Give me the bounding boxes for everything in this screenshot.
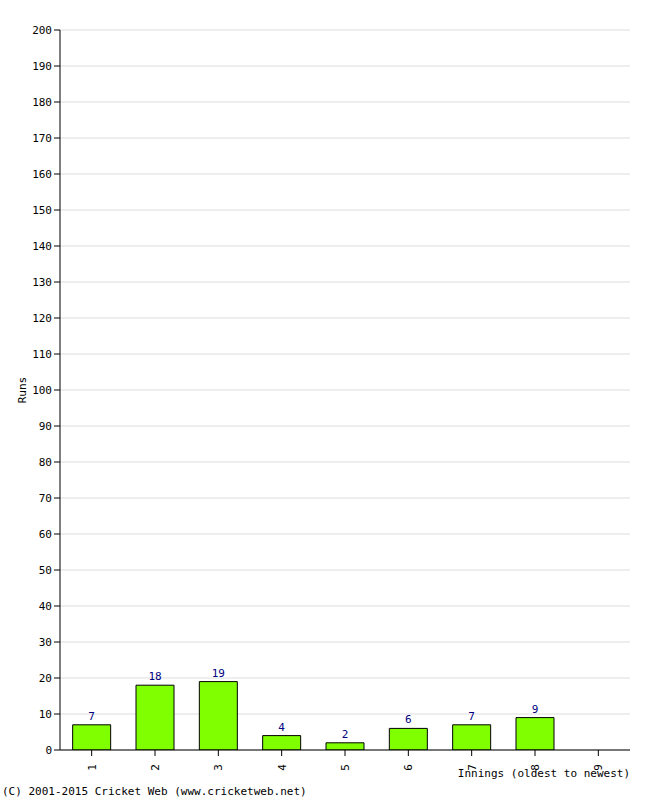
- svg-text:4: 4: [276, 764, 289, 771]
- svg-text:100: 100: [32, 384, 52, 397]
- svg-text:40: 40: [39, 600, 52, 613]
- svg-text:20: 20: [39, 672, 52, 685]
- svg-text:60: 60: [39, 528, 52, 541]
- svg-text:0: 0: [45, 744, 52, 757]
- svg-text:160: 160: [32, 168, 52, 181]
- svg-text:10: 10: [39, 708, 52, 721]
- svg-text:140: 140: [32, 240, 52, 253]
- svg-text:3: 3: [212, 764, 225, 771]
- svg-text:30: 30: [39, 636, 52, 649]
- svg-text:110: 110: [32, 348, 52, 361]
- svg-text:70: 70: [39, 492, 52, 505]
- svg-text:190: 190: [32, 60, 52, 73]
- svg-text:4: 4: [278, 721, 285, 734]
- svg-text:7: 7: [88, 710, 95, 723]
- svg-text:130: 130: [32, 276, 52, 289]
- svg-text:5: 5: [339, 764, 352, 771]
- svg-text:150: 150: [32, 204, 52, 217]
- svg-text:6: 6: [402, 764, 415, 771]
- svg-text:80: 80: [39, 456, 52, 469]
- svg-text:180: 180: [32, 96, 52, 109]
- svg-text:2: 2: [149, 764, 162, 771]
- svg-text:Runs: Runs: [16, 377, 29, 404]
- svg-text:120: 120: [32, 312, 52, 325]
- svg-text:7: 7: [468, 710, 475, 723]
- svg-text:6: 6: [405, 713, 412, 726]
- svg-text:1: 1: [86, 764, 99, 771]
- html-text:(C) 2001-2015 Cricket Web (www: (C) 2001-2015 Cricket Web (www.cricketwe…: [2, 785, 307, 798]
- svg-text:19: 19: [212, 667, 225, 680]
- svg-text:170: 170: [32, 132, 52, 145]
- svg-text:9: 9: [532, 703, 539, 716]
- svg-text:90: 90: [39, 420, 52, 433]
- svg-text:200: 200: [32, 24, 52, 37]
- html-text:Innings (oldest to newest): Innings (oldest to newest): [457, 767, 630, 780]
- svg-text:18: 18: [148, 670, 161, 683]
- svg-text:50: 50: [39, 564, 52, 577]
- svg-text:2: 2: [342, 728, 349, 741]
